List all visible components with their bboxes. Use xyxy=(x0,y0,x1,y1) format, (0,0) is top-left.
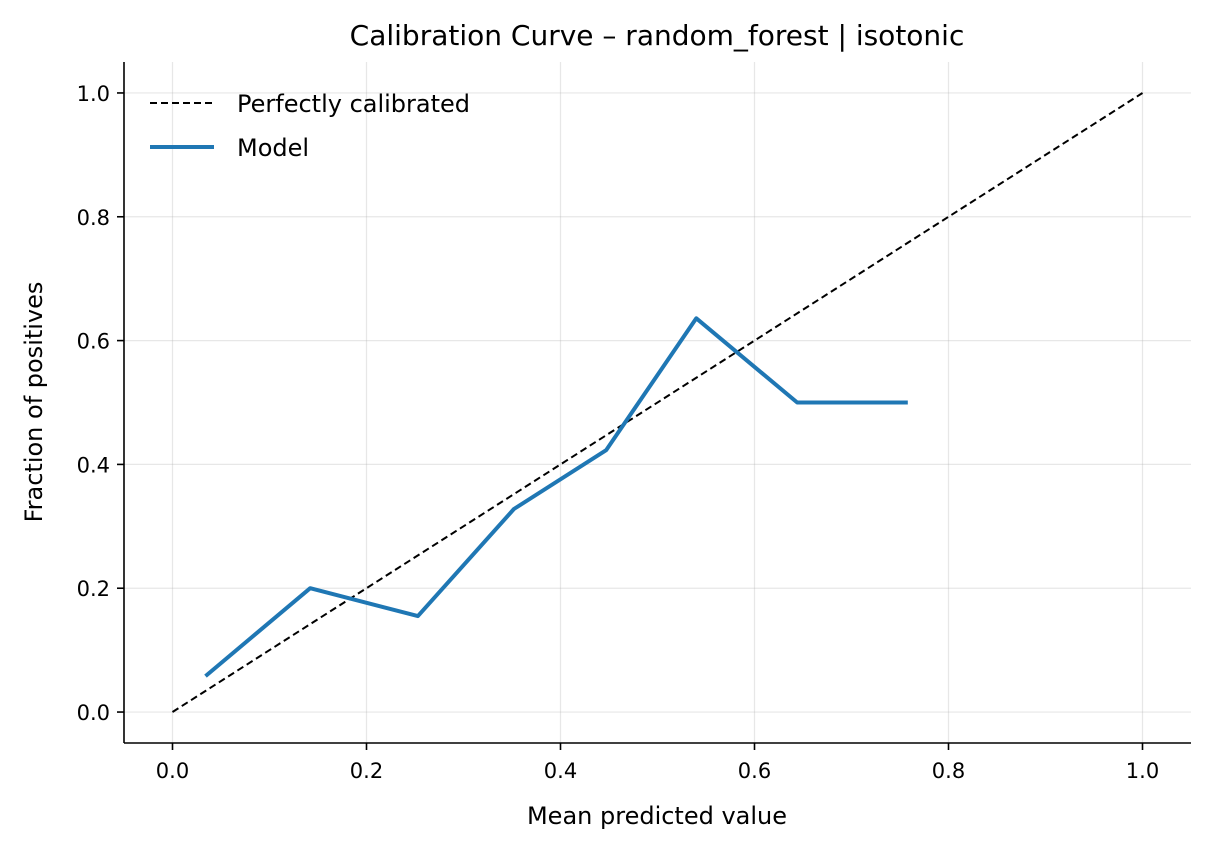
x-axis-title: Mean predicted value xyxy=(527,802,787,830)
y-tick-label: 1.0 xyxy=(77,82,110,106)
x-tick-label: 0.0 xyxy=(156,759,189,783)
y-axis-title: Fraction of positives xyxy=(20,282,48,523)
legend-label-model: Model xyxy=(237,134,309,162)
x-tick-label: 0.8 xyxy=(932,759,965,783)
legend-label-perfectly-calibrated: Perfectly calibrated xyxy=(237,90,470,118)
chart-title: Calibration Curve – random_forest | isot… xyxy=(350,19,965,52)
x-tick-label: 1.0 xyxy=(1126,759,1159,783)
series-line-model xyxy=(204,316,908,678)
y-tick-label: 0.0 xyxy=(77,701,110,725)
x-tick-label: 0.6 xyxy=(738,759,771,783)
y-tick-label: 0.8 xyxy=(77,206,110,230)
axes xyxy=(123,62,1191,744)
plot-series xyxy=(171,92,1144,713)
y-tick-label: 0.6 xyxy=(77,330,110,354)
series-line-perfectly-calibrated xyxy=(171,92,1144,713)
x-tick-label: 0.2 xyxy=(350,759,383,783)
x-tick-label: 0.4 xyxy=(544,759,577,783)
y-tick-label: 0.2 xyxy=(77,577,110,601)
y-tick-label: 0.4 xyxy=(77,453,110,477)
grid xyxy=(124,62,1191,743)
ticks: 0.0 0.2 0.4 0.6 0.8 1.0 0.0 0.2 0.4 0.6 0.8 1.0 xyxy=(77,82,1160,783)
legend: Perfectly calibrated Model xyxy=(150,90,470,162)
